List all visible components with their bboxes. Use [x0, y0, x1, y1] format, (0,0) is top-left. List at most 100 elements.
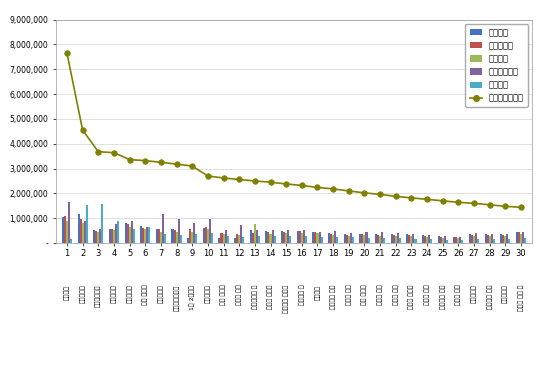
Text: 동이마다: 동이마다 [315, 285, 320, 300]
Text: 가좀맨크다: 가좀맨크다 [472, 285, 477, 303]
Bar [281, 231, 283, 243]
Bar [414, 239, 417, 243]
Bar [461, 240, 464, 243]
Bar [453, 237, 455, 243]
Bar [334, 230, 336, 243]
Bar [283, 232, 285, 243]
Bar [491, 234, 493, 243]
Bar [256, 230, 258, 243]
Text: 노래를 써다: 노래를 써다 [377, 285, 383, 305]
Bar [314, 232, 316, 243]
Bar [297, 230, 299, 243]
Bar [493, 239, 495, 243]
Bar [473, 236, 475, 243]
Bar [77, 214, 80, 243]
Bar [469, 234, 471, 243]
Bar [195, 234, 197, 243]
Bar [269, 234, 272, 243]
Bar [66, 221, 68, 243]
Text: 수퍼맨 슈퍼: 수퍼맨 슈퍼 [393, 285, 399, 305]
Bar [178, 219, 180, 243]
Bar [344, 234, 346, 243]
Bar [375, 234, 377, 243]
Bar [68, 202, 70, 243]
Bar [222, 234, 225, 243]
Bar [332, 234, 334, 243]
Bar [127, 224, 129, 243]
Bar [238, 234, 240, 243]
Text: 불뿐불효의 펲: 불뿐불효의 펲 [252, 285, 258, 309]
Bar [83, 221, 86, 243]
Bar [363, 235, 366, 243]
Bar [207, 229, 209, 243]
Text: 개나리나다: 개나리나다 [502, 285, 508, 303]
Bar [391, 234, 393, 243]
Bar [320, 237, 323, 243]
Bar [440, 237, 442, 243]
Bar [80, 220, 82, 243]
Bar [424, 236, 426, 243]
Bar [124, 223, 127, 243]
Bar [352, 237, 354, 243]
Bar [413, 234, 414, 243]
Bar [258, 236, 260, 243]
Bar [319, 232, 320, 243]
Bar [144, 229, 146, 243]
Bar [444, 236, 446, 243]
Bar [250, 230, 252, 243]
Bar [221, 233, 222, 243]
Text: 제일기획자: 제일기획자 [111, 285, 116, 303]
Bar [148, 227, 150, 243]
Bar [109, 229, 111, 243]
Bar [268, 232, 269, 243]
Bar [115, 224, 117, 243]
Bar [142, 228, 144, 243]
Bar [101, 204, 104, 243]
Bar [64, 216, 66, 243]
Bar [455, 237, 458, 243]
Bar [175, 232, 178, 243]
Bar [312, 232, 314, 243]
Bar [428, 234, 430, 243]
Bar [430, 239, 432, 243]
Bar [86, 205, 88, 243]
Bar [70, 239, 72, 243]
Bar [303, 230, 305, 243]
Bar [187, 238, 189, 243]
Bar [242, 237, 244, 243]
Bar [146, 227, 148, 243]
Bar [381, 232, 383, 243]
Bar [191, 232, 193, 243]
Bar [236, 234, 238, 243]
Bar [62, 217, 64, 243]
Bar [361, 234, 363, 243]
Bar [522, 232, 524, 243]
Text: 놓치면 안돼: 놓치면 안돼 [236, 285, 242, 305]
Bar [189, 229, 191, 243]
Bar [133, 229, 135, 243]
Text: 특같다 다르다: 특같다 다르다 [268, 285, 273, 309]
Text: 정글이는 몇살: 정글이는 몇살 [487, 285, 493, 309]
Bar [471, 234, 473, 243]
Bar [516, 232, 518, 243]
Text: 미운우리새끄: 미운우리새끄 [95, 285, 101, 307]
Bar [209, 219, 211, 243]
Bar [301, 232, 303, 243]
Bar [193, 223, 195, 243]
Bar [218, 238, 221, 243]
Bar [240, 225, 242, 243]
Bar [287, 230, 289, 243]
Text: 무엇이든 하다: 무엇이든 하다 [330, 285, 336, 309]
Legend: 참여지수, 미디어지수, 소통지수, 커뮤니티지수, 시청지수, 브랜드평판지수: 참여지수, 미디어지수, 소통지수, 커뮤니티지수, 시청지수, 브랜드평판지수 [465, 24, 528, 107]
Bar [113, 230, 115, 243]
Text: 도시어와서: 도시어와서 [158, 285, 164, 303]
Bar [174, 230, 175, 243]
Bar [225, 230, 227, 243]
Bar [489, 236, 491, 243]
Bar [366, 232, 367, 243]
Bar [316, 233, 319, 243]
Bar [484, 234, 487, 243]
Bar [442, 238, 444, 243]
Text: 한다이스터: 한다이스터 [127, 285, 132, 303]
Bar [171, 229, 174, 243]
